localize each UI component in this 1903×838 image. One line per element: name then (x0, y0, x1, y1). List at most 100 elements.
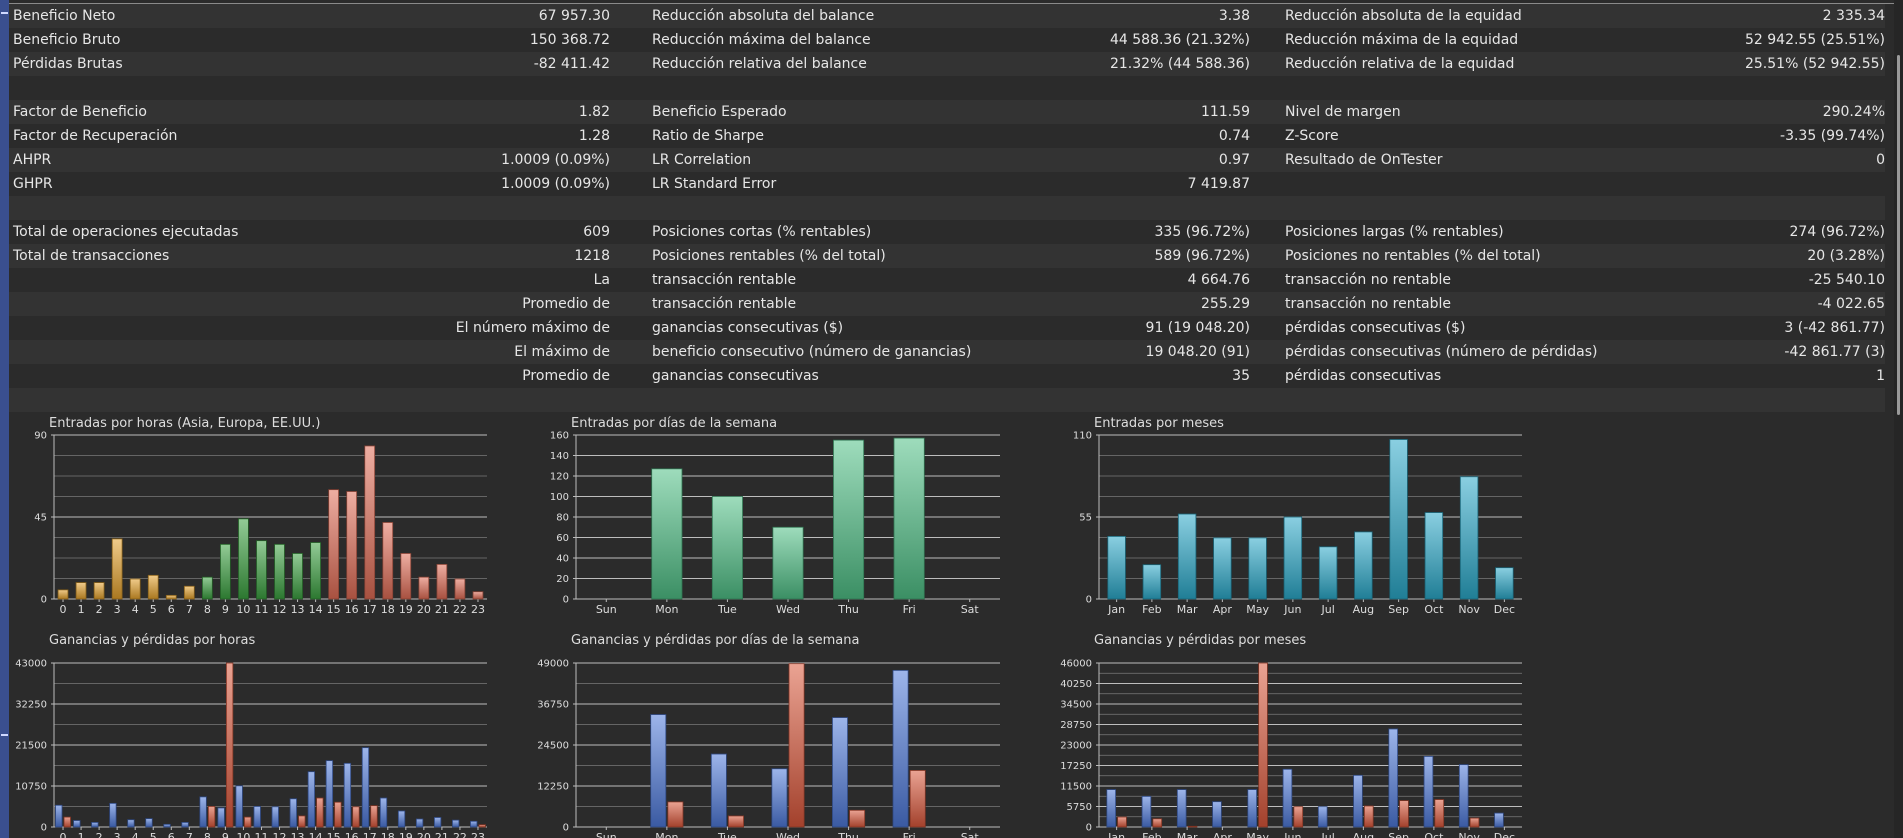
x-tick-label: Sun (596, 831, 617, 838)
loss-bar (1469, 817, 1480, 828)
profit-bar (470, 820, 478, 828)
y-tick-label: 46000 (1060, 659, 1092, 670)
profit-bar (325, 760, 334, 828)
y-tick-label: 100 (550, 492, 569, 503)
stat-label: ganancias consecutivas (652, 368, 819, 384)
profit-bar (217, 807, 225, 828)
x-tick-label: 20 (417, 831, 431, 838)
bar (711, 496, 743, 600)
x-tick-label: Sep (1388, 831, 1409, 838)
x-tick-label: 7 (186, 831, 193, 838)
bar (1424, 512, 1444, 600)
loss-bar (1363, 805, 1374, 828)
loss-bar (316, 797, 324, 828)
profit-bar (434, 817, 442, 828)
stat-label: transacción no rentable (1285, 296, 1452, 312)
loss-bar (1187, 825, 1198, 828)
stat-value: 111.59 (1201, 104, 1250, 120)
strip-marker (1, 12, 8, 14)
stat-value: 0.97 (1218, 152, 1250, 168)
stat-value: 4 664.76 (1187, 272, 1250, 288)
stat-label: Factor de Beneficio (13, 104, 147, 120)
x-tick-label: 2 (96, 831, 103, 838)
profit-bar (397, 810, 406, 828)
bar (310, 542, 321, 600)
scrollbar-thumb[interactable] (1897, 55, 1900, 415)
stat-value: -4 022.65 (1817, 296, 1885, 312)
x-tick-label: 23 (471, 603, 485, 616)
bar (328, 489, 340, 600)
y-tick-label: 0 (1086, 595, 1092, 606)
x-tick-label: Aug (1353, 603, 1374, 616)
y-tick-label: 12250 (537, 782, 569, 793)
bar (833, 439, 865, 600)
profit-bar (145, 818, 153, 828)
stat-value: 255.29 (1201, 296, 1250, 312)
x-tick-label: Jan (1107, 831, 1125, 838)
stat-label: Beneficio Esperado (652, 104, 787, 120)
x-tick-label: Tue (717, 603, 737, 616)
x-tick-label: Jul (1320, 603, 1334, 616)
stat-value: 91 (19 048.20) (1145, 320, 1250, 336)
loss-bar (667, 801, 684, 828)
bar (1495, 567, 1514, 600)
chart-panel: Entradas por meses 0 55 110 Jan Feb Mar Apr May J… (1073, 416, 1522, 616)
x-tick-label: 17 (363, 831, 377, 838)
stat-value: 274 (96.72%) (1789, 224, 1885, 240)
x-tick-label: Dec (1494, 831, 1515, 838)
profit-bar (199, 796, 207, 828)
profit-bar (771, 768, 788, 828)
bar (1389, 439, 1408, 600)
stats-row-prefix: El máximo de (514, 344, 610, 360)
y-tick-label: 17250 (1060, 761, 1092, 772)
x-tick-label: Apr (1213, 603, 1233, 616)
x-tick-label: 7 (186, 603, 193, 616)
y-tick-label: 5750 (1067, 802, 1092, 813)
scrollbar-track[interactable] (1894, 0, 1903, 838)
y-tick-label: 43000 (15, 659, 47, 670)
profit-bar (452, 819, 460, 828)
stat-value: -42 861.77 (3) (1784, 344, 1885, 360)
y-tick-label: 80 (556, 513, 569, 524)
stat-label: transacción rentable (652, 272, 797, 288)
bar (183, 585, 195, 600)
loss-bar (1152, 818, 1163, 828)
x-tick-label: 11 (254, 831, 268, 838)
x-tick-label: Dec (1494, 603, 1515, 616)
stats-row: Pérdidas Brutas -82 411.42 Reducción relat… (9, 52, 1885, 76)
stat-value: 3.38 (1218, 8, 1250, 24)
profit-bar (109, 802, 117, 828)
y-tick-label: 160 (550, 431, 569, 442)
stat-value: 609 (583, 224, 610, 240)
stat-value: 150 368.72 (529, 32, 610, 48)
stat-label: Reducción máxima del balance (652, 32, 871, 48)
y-tick-label: 90 (34, 431, 47, 442)
profit-bar (892, 669, 909, 828)
stat-value: 20 (3.28%) (1807, 248, 1885, 264)
stat-label: transacción no rentable (1285, 272, 1452, 288)
stats-row: Factor de Recuperación 1.28 Ratio de Sharp… (9, 124, 1885, 148)
x-tick-label: Sun (596, 603, 617, 616)
loss-bar (788, 663, 805, 828)
x-tick-label: Fri (903, 603, 916, 616)
x-tick-label: 1 (78, 603, 85, 616)
stat-label: transacción rentable (652, 296, 797, 312)
stat-label: Factor de Recuperación (13, 128, 178, 144)
stat-label: Pérdidas Brutas (13, 56, 123, 72)
x-tick-label: 6 (168, 831, 175, 838)
x-tick-label: 21 (435, 603, 449, 616)
profit-bar (163, 823, 171, 828)
bar (201, 576, 213, 600)
profit-bar (91, 822, 99, 828)
left-panel-strip (0, 0, 9, 838)
bar (454, 578, 466, 600)
x-tick-label: Apr (1213, 831, 1233, 838)
loss-bar (1117, 816, 1127, 828)
stat-label: GHPR (13, 176, 53, 192)
stat-label: pérdidas consecutivas (1285, 368, 1442, 384)
bar (1142, 564, 1162, 600)
stat-value: 44 588.36 (21.32%) (1109, 32, 1250, 48)
y-tick-label: 140 (550, 451, 569, 462)
profit-bar (73, 820, 81, 828)
stat-label: LR Standard Error (652, 176, 777, 192)
